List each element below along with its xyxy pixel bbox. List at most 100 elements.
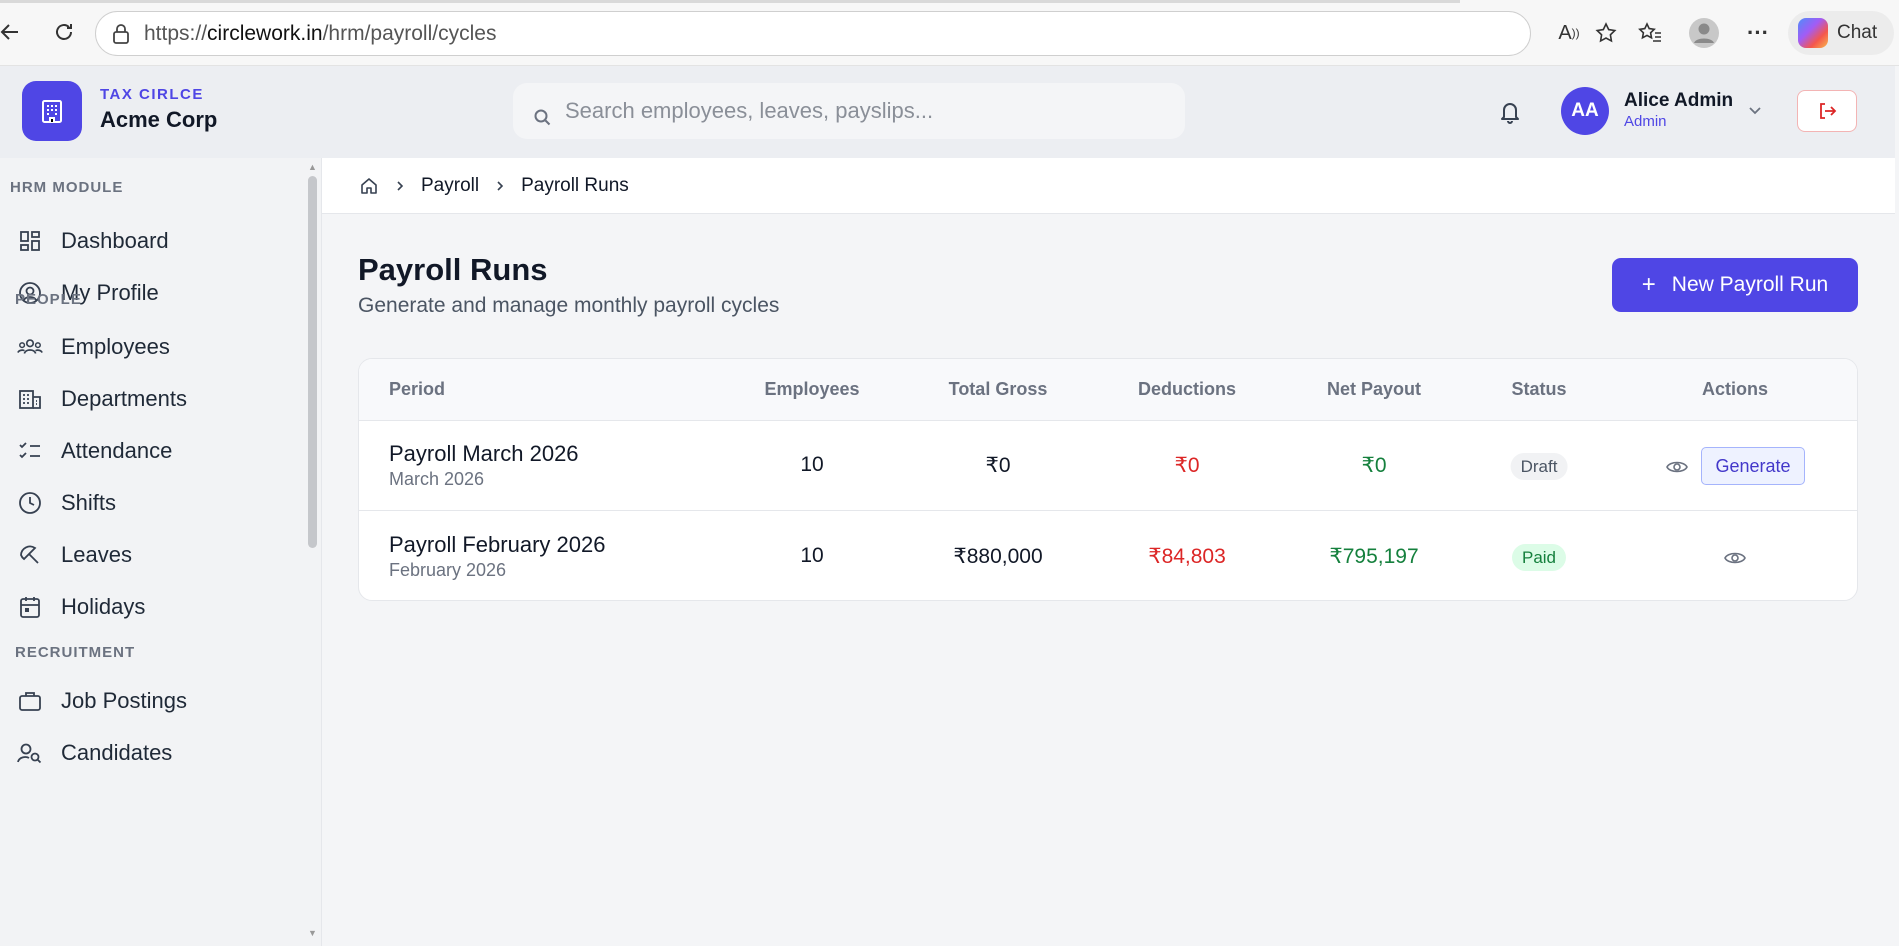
row-period: February 2026 <box>389 560 507 580</box>
url-prefix: https:// <box>144 21 208 45</box>
breadcrumb: Payroll Payroll Runs <box>322 158 1895 214</box>
sidebar-item-label: Dashboard <box>61 228 169 253</box>
favorites-list-icon[interactable] <box>1636 19 1664 47</box>
status-badge: Paid <box>1511 544 1567 571</box>
sidebar-item-shifts[interactable]: Shifts <box>0 478 300 528</box>
view-eye-icon[interactable] <box>1723 546 1747 570</box>
column-header-period: Period <box>389 379 446 399</box>
reload-icon <box>56 24 72 40</box>
page-subtitle: Generate and manage monthly payroll cycl… <box>358 294 780 317</box>
column-header-net-payout: Net Payout <box>1326 379 1422 399</box>
logout-button[interactable] <box>1797 90 1857 132</box>
chevron-right-icon <box>493 179 507 193</box>
sidebar-item-employees[interactable]: Employees <box>0 322 300 372</box>
row-title: Payroll March 2026 <box>389 441 579 466</box>
column-header-deductions: Deductions <box>1137 379 1237 399</box>
sidebar-item-departments[interactable]: Departments <box>0 374 300 424</box>
building-logo-icon[interactable] <box>22 81 82 141</box>
column-header-employees: Employees <box>764 379 860 399</box>
sidebar-section-recruitment: RECRUITMENT <box>15 644 136 661</box>
reload-button[interactable] <box>46 14 82 50</box>
plus-icon: + <box>1641 271 1656 298</box>
sidebar-item-label: Attendance <box>61 438 173 463</box>
table-row[interactable]: Payroll March 2026 March 2026 10 ₹0 ₹0 ₹… <box>359 421 1857 511</box>
sidebar-item-holidays[interactable]: Holidays <box>0 582 300 632</box>
calendar-icon <box>17 594 43 620</box>
users-icon <box>17 334 43 360</box>
sidebar-item-label: Leaves <box>61 542 132 567</box>
sidebar-item-label: Shifts <box>61 490 117 515</box>
global-search[interactable] <box>513 83 1185 139</box>
sidebar-section-hrm: HRM MODULE <box>10 179 124 196</box>
scroll-up-arrow-icon[interactable]: ▲ <box>308 162 317 172</box>
sidebar-scrollbar[interactable] <box>308 176 317 548</box>
sidebar-item-dashboard[interactable]: Dashboard <box>0 216 300 266</box>
sidebar-section-people: PEOPLE <box>15 291 82 308</box>
arrow-left-icon <box>0 24 18 40</box>
sidebar-item-job-postings[interactable]: Job Postings <box>0 676 300 726</box>
notifications-bell-icon[interactable] <box>1495 97 1525 127</box>
user-avatar[interactable]: AA <box>1561 87 1609 135</box>
table-row[interactable]: Payroll February 2026 February 2026 10 ₹… <box>359 512 1857 600</box>
row-title: Payroll February 2026 <box>389 532 606 557</box>
sidebar-item-label: Employees <box>61 334 170 359</box>
logout-icon <box>1820 103 1837 119</box>
new-payroll-run-label: New Payroll Run <box>1671 273 1829 296</box>
generate-button[interactable]: Generate <box>1701 447 1805 485</box>
site-info-icon[interactable] <box>110 23 132 45</box>
copilot-chat-button[interactable]: Chat <box>1788 11 1894 55</box>
chat-label: Chat <box>1837 22 1878 43</box>
url-text: https://circlework.in/hrm/payroll/cycles <box>144 22 496 46</box>
sidebar-item-attendance[interactable]: Attendance <box>0 426 300 476</box>
sidebar-item-label: Holidays <box>61 594 146 619</box>
row-net-payout: ₹795,197 <box>1329 545 1419 568</box>
user-circle-icon <box>17 280 43 306</box>
new-payroll-run-button[interactable]: + New Payroll Run <box>1612 258 1858 312</box>
row-employees: 10 <box>800 453 824 476</box>
payroll-runs-table: Period Employees Total Gross Deductions … <box>358 358 1858 601</box>
user-search-icon <box>17 740 43 766</box>
browser-toolbar: https://circlework.in/hrm/payroll/cycles… <box>0 0 1899 66</box>
checklist-icon <box>17 438 43 464</box>
url-domain: circlework.in <box>207 21 323 45</box>
sidebar-item-leaves[interactable]: Leaves <box>0 530 300 580</box>
row-net-payout: ₹0 <box>1361 454 1387 477</box>
chevron-down-icon[interactable] <box>1745 100 1765 120</box>
user-role: Admin <box>1624 113 1667 130</box>
status-badge: Draft <box>1510 453 1568 480</box>
row-deductions: ₹84,803 <box>1148 545 1226 568</box>
profile-avatar-icon[interactable] <box>1688 17 1720 49</box>
sidebar: ▲ ▼ HRM MODULE Dashboard My Profile PEOP… <box>0 158 322 946</box>
umbrella-icon <box>17 542 43 568</box>
search-input[interactable] <box>565 98 1125 124</box>
column-header-status: Status <box>1511 379 1567 399</box>
dashboard-icon <box>17 228 43 254</box>
page-title: Payroll Runs <box>358 252 548 287</box>
row-deductions: ₹0 <box>1174 454 1200 477</box>
scroll-down-arrow-icon[interactable]: ▼ <box>308 928 317 938</box>
company-name: Acme Corp <box>100 107 218 132</box>
sidebar-item-label: Departments <box>61 386 187 411</box>
sidebar-item-candidates[interactable]: Candidates <box>0 728 300 778</box>
column-header-total-gross: Total Gross <box>948 379 1048 399</box>
briefcase-icon <box>17 688 43 714</box>
read-aloud-icon[interactable]: A)) <box>1558 21 1580 44</box>
breadcrumb-payroll[interactable]: Payroll <box>421 174 480 196</box>
url-path: /hrm/payroll/cycles <box>322 21 497 45</box>
user-name[interactable]: Alice Admin <box>1624 90 1734 111</box>
brand-tagline: TAX CIRLCE <box>100 86 204 103</box>
view-eye-icon[interactable] <box>1665 455 1689 479</box>
back-button[interactable] <box>0 14 28 50</box>
row-employees: 10 <box>800 544 824 567</box>
app-header: TAX CIRLCE Acme Corp AA Alice Admin Admi… <box>0 66 1895 158</box>
home-icon[interactable] <box>359 176 379 196</box>
row-period: March 2026 <box>389 469 485 489</box>
favorite-star-icon[interactable] <box>1592 19 1620 47</box>
chevron-right-icon <box>393 179 407 193</box>
row-total-gross: ₹0 <box>985 454 1011 477</box>
sidebar-item-my-profile[interactable]: My Profile <box>0 268 300 318</box>
address-bar[interactable]: https://circlework.in/hrm/payroll/cycles <box>95 11 1531 56</box>
more-options-icon[interactable]: ··· <box>1747 20 1769 45</box>
row-total-gross: ₹880,000 <box>953 545 1043 568</box>
tab-strip-edge <box>0 0 1460 3</box>
